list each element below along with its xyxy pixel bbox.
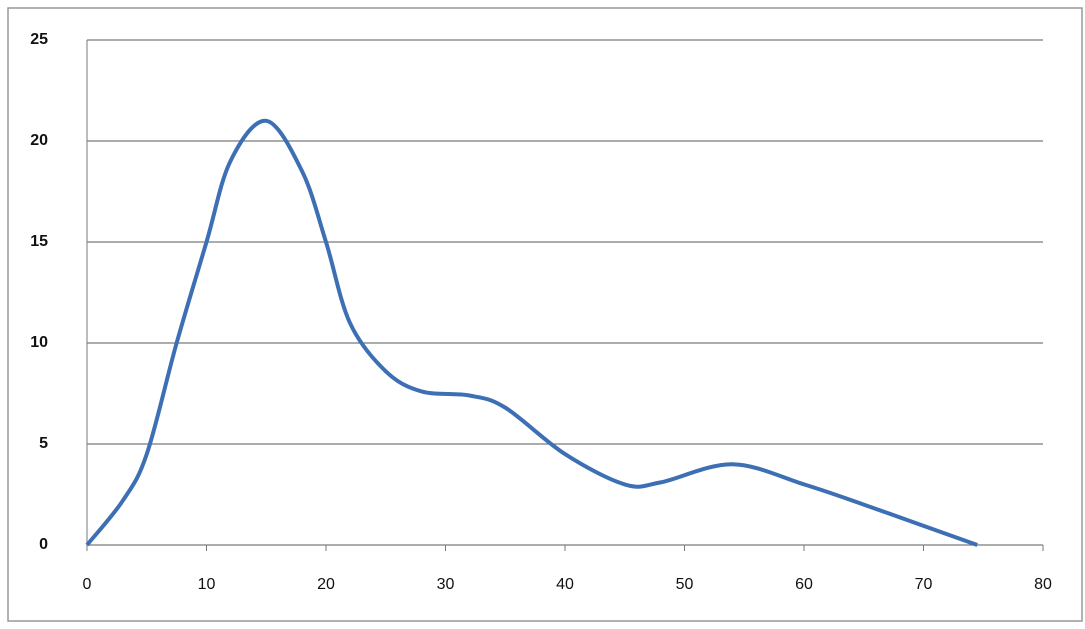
x-tick-label: 30 [437,576,455,593]
x-tick-label: 70 [915,576,933,593]
x-tick-label: 0 [83,576,92,593]
chart-frame [7,7,1083,622]
data-line [85,118,978,547]
y-tick-label: 25 [30,31,48,48]
x-tick-label: 80 [1034,576,1052,593]
y-tick-label: 5 [39,435,48,452]
x-tick-label: 20 [317,576,335,593]
y-tick-label: 0 [39,536,48,553]
x-tick-label: 60 [795,576,813,593]
y-tick-label: 10 [30,334,48,351]
x-tick-label: 50 [676,576,694,593]
x-tick-label: 40 [556,576,574,593]
y-tick-label: 15 [30,233,48,250]
x-tick-label: 10 [198,576,216,593]
y-tick-label: 20 [30,132,48,149]
